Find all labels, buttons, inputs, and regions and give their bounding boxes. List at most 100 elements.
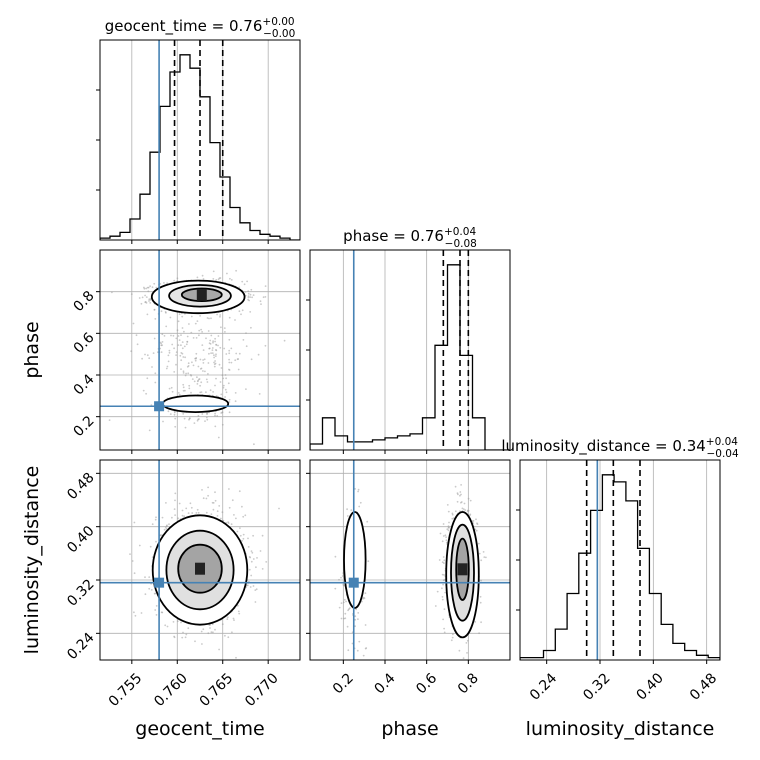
sample-point (239, 534, 242, 537)
sample-point (180, 344, 182, 347)
panel-luminosity_distance-luminosity_distance-grid (546, 460, 708, 660)
sample-point (441, 598, 444, 601)
sample-point (210, 334, 213, 337)
sample-point (247, 537, 249, 540)
sample-point (174, 492, 177, 495)
sample-point (236, 530, 239, 533)
sample-point (153, 282, 156, 285)
sample-point (131, 560, 134, 562)
sample-point (465, 642, 468, 644)
sample-point (367, 560, 370, 563)
sample-point (165, 502, 167, 504)
sample-point (444, 591, 447, 594)
sample-point (251, 296, 254, 299)
sample-point (228, 411, 231, 414)
sample-point (145, 296, 148, 298)
sample-point (346, 625, 349, 628)
sample-point (173, 635, 176, 638)
sample-point (211, 347, 214, 349)
sample-point (354, 615, 357, 618)
x-tick-label: 0.40 (634, 670, 667, 703)
sample-point (248, 556, 251, 558)
sample-point (141, 296, 144, 299)
sample-point (475, 529, 478, 532)
sample-point (140, 612, 143, 614)
histogram-luminosity_distance (520, 474, 720, 660)
sample-point (242, 533, 245, 536)
sample-point (364, 592, 367, 595)
sample-point (439, 532, 442, 535)
sample-point (218, 648, 221, 651)
sample-point (228, 361, 231, 364)
sample-point (211, 349, 214, 351)
sample-point (441, 596, 444, 598)
sample-point (447, 510, 450, 513)
sample-point (133, 521, 136, 524)
sample-point (438, 559, 441, 561)
sample-point (173, 508, 176, 510)
sample-point (207, 362, 210, 364)
sample-point (224, 374, 227, 376)
sample-point (138, 297, 141, 299)
sample-point (136, 343, 139, 346)
panel-luminosity_distance-geocent_time-frame (99, 459, 301, 661)
sample-point (231, 499, 234, 502)
sample-point (442, 535, 445, 537)
sample-point (181, 636, 184, 639)
sample-point (250, 574, 253, 577)
panel-luminosity_distance-phase-frame (309, 459, 511, 661)
sample-point (239, 527, 241, 529)
sample-point (245, 332, 247, 334)
sample-point (261, 534, 264, 537)
sample-point (225, 353, 228, 355)
sample-point (147, 290, 150, 293)
sample-point (219, 381, 222, 383)
x-axis-label-phase: phase (381, 718, 438, 740)
sample-point (236, 358, 239, 361)
sample-point (356, 649, 359, 652)
sample-point (237, 368, 240, 371)
sample-point (219, 314, 222, 316)
sample-point (191, 361, 193, 364)
sample-point (205, 337, 207, 340)
sample-point (255, 566, 257, 569)
sample-point (195, 337, 198, 339)
sample-point (149, 545, 152, 548)
histogram-phase (310, 264, 510, 450)
sample-point (183, 417, 186, 420)
sample-point (362, 654, 365, 657)
sample-point (132, 322, 135, 325)
sample-point (479, 595, 482, 598)
sample-point (474, 528, 477, 531)
x-tick-label: 0.8 (455, 670, 482, 697)
sample-point (176, 329, 179, 332)
sample-point (476, 522, 478, 525)
sample-point (178, 502, 181, 505)
sample-point (442, 556, 445, 558)
panel-phase-phase-data (310, 250, 510, 450)
sample-point (183, 345, 186, 348)
sample-point (176, 277, 179, 280)
sample-point (222, 386, 225, 389)
sample-point (466, 510, 469, 513)
sample-point (249, 296, 252, 298)
sample-point (264, 285, 267, 287)
sample-point (466, 639, 469, 642)
sample-point (164, 624, 167, 627)
title-minus: −0.08 (445, 238, 477, 250)
sample-point (199, 384, 202, 387)
sample-point (217, 335, 220, 337)
sample-point (186, 365, 189, 368)
sample-point (188, 384, 191, 387)
sample-point (207, 486, 210, 489)
sample-point (168, 387, 171, 390)
sample-point (261, 568, 264, 570)
sample-point (258, 393, 261, 395)
sample-point (180, 368, 182, 370)
sample-point (445, 536, 447, 538)
panel-phase-phase-frame (309, 249, 511, 451)
sample-point (187, 627, 190, 630)
sample-point (454, 485, 457, 488)
sample-point (154, 609, 157, 611)
sample-point (182, 370, 185, 373)
